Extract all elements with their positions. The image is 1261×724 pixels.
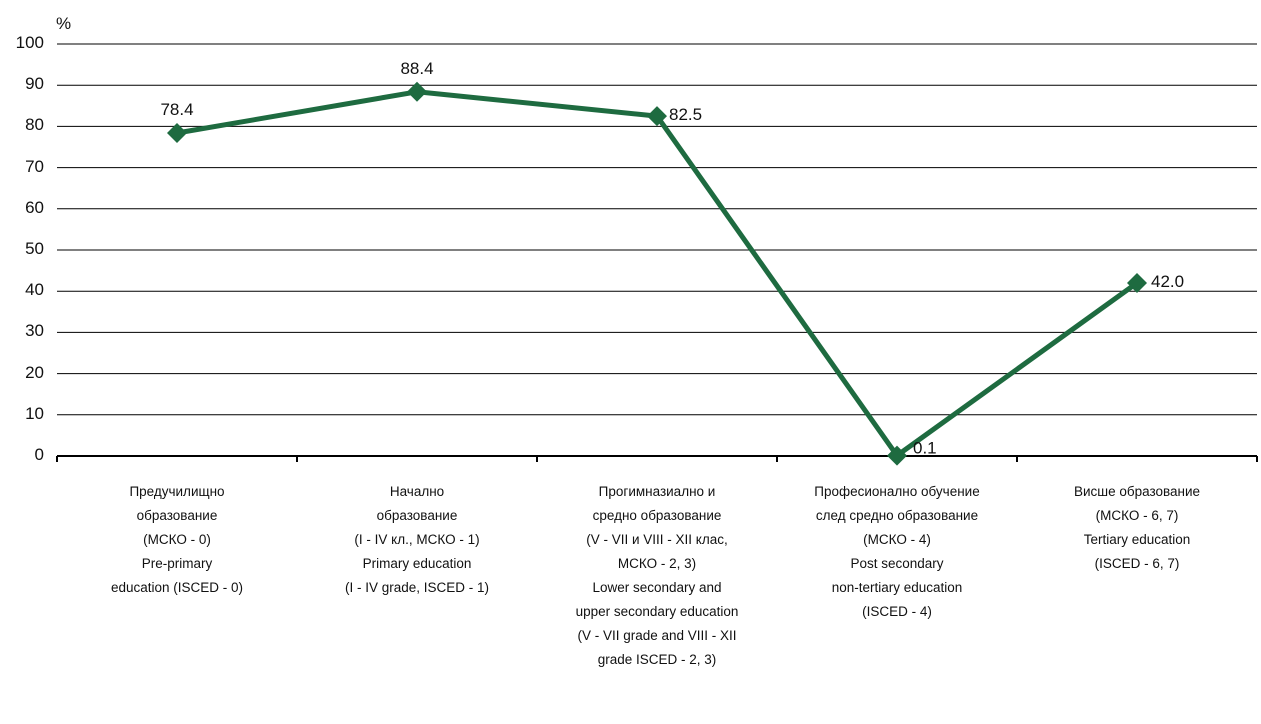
data-point-marker [1127, 272, 1147, 293]
series-polyline [176, 89, 1139, 459]
category-label-line: (ISCED - 4) [862, 604, 932, 619]
y-tick-label: 50 [25, 239, 44, 258]
category-label-line: Начално [389, 484, 445, 499]
category-label-line: образование [136, 508, 218, 523]
category-label-line: (МСКО - 6, 7) [1095, 508, 1179, 523]
data-label: 42.0 [1151, 272, 1184, 291]
category-label: Висше образование (МСКО - 6, 7) Tertiary e… [1022, 480, 1252, 576]
data-point-marker [407, 81, 427, 102]
data-label: 82.5 [669, 105, 702, 124]
category-label-line: Post secondary [850, 556, 944, 571]
category-label-line: Предучилищно [129, 484, 225, 499]
y-tick-label: 30 [25, 321, 44, 341]
data-label: 88.4 [400, 59, 433, 78]
data-point-marker [167, 122, 187, 143]
data-label: 78.4 [160, 100, 193, 119]
category-label: Начално образование (I - IV кл., МСКО - 1)… [302, 480, 532, 600]
category-label-line: (V - VII и VIII - XII клас, [586, 532, 728, 547]
category-label-line: образование [376, 508, 458, 523]
category-label-line: Tertiary education [1083, 532, 1191, 547]
category-label-line: след средно образование [815, 508, 979, 523]
category-label-line: Прогимназиално и [598, 484, 716, 499]
category-label-line: (ISCED - 6, 7) [1094, 556, 1180, 571]
y-tick-label: 10 [25, 403, 44, 423]
category-label-line: education (ISCED - 0) [110, 580, 244, 595]
data-point-marker [887, 445, 907, 466]
y-tick-label: 60 [25, 197, 44, 217]
category-label-line: Pre-primary [141, 556, 213, 571]
y-tick-label: 80 [25, 115, 44, 135]
y-tick-label: 90 [25, 74, 44, 94]
category-label-line: (I - IV кл., МСКО - 1) [354, 532, 480, 547]
data-point-marker [647, 106, 667, 127]
category-label: Предучилищно образование (МСКО - 0) Pre-pri… [62, 480, 292, 600]
category-label-line: Професионално обучение [814, 484, 980, 499]
series-line [167, 81, 1147, 466]
x-axis [56, 455, 1258, 462]
category-label-line: Висше образование [1073, 484, 1201, 499]
category-label-line: МСКО - 2, 3) [617, 556, 697, 571]
y-axis-unit: % [56, 14, 72, 33]
y-tick-label: 100 [15, 33, 44, 52]
category-label: Професионално обучение след средно образо… [782, 480, 1012, 624]
category-label-line: (МСКО - 0) [143, 532, 211, 547]
category-label-line: (I - IV grade, ISCED - 1) [344, 580, 490, 595]
category-label-line: Primary education [362, 556, 472, 571]
y-tick-label: 70 [25, 156, 44, 176]
category-label-line: non-tertiary education [831, 580, 963, 595]
y-tick-label: 40 [25, 280, 44, 300]
category-label-line: (V - VII grade and VIII - XII [577, 628, 737, 643]
data-labels: 78.4 88.4 82.5 0.1 42.0 [160, 59, 1184, 458]
data-label: 0.1 [913, 439, 937, 458]
y-tick-label: 0 [34, 445, 44, 464]
category-label-line: grade ISCED - 2, 3) [597, 652, 717, 667]
gridlines [57, 43, 1257, 416]
category-label-line: (МСКО - 4) [863, 532, 931, 547]
category-label: Прогимназиално и средно образование (V - V… [542, 480, 772, 672]
category-label-line: upper secondary education [575, 604, 739, 619]
category-label-line: Lower secondary and [592, 580, 722, 595]
y-tick-label: 20 [25, 362, 44, 382]
category-label-line: средно образование [592, 508, 722, 523]
